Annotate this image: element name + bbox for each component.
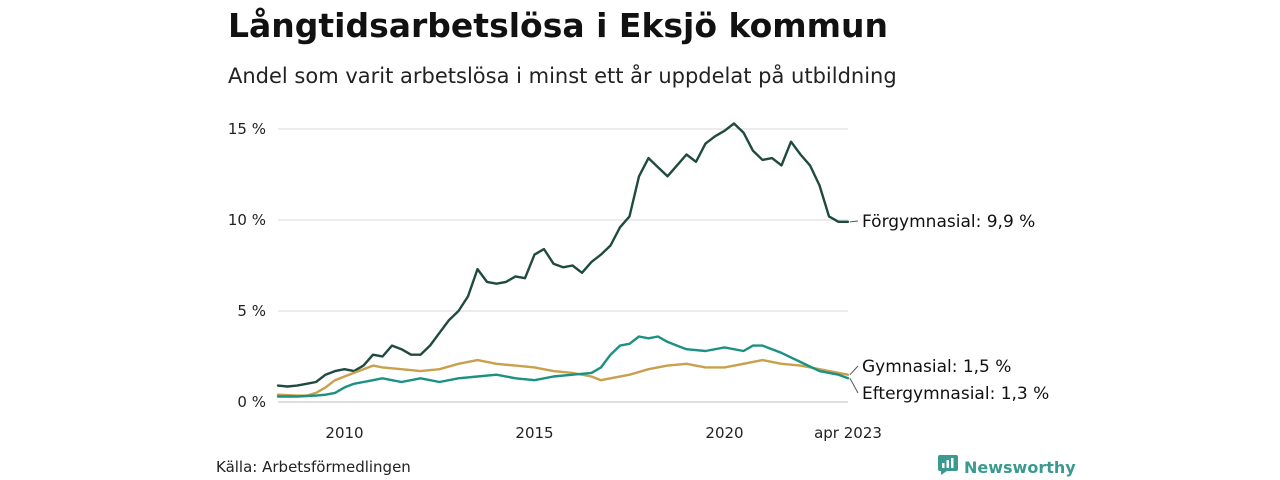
newsworthy-logo-icon <box>938 455 958 479</box>
series-lines <box>276 122 850 398</box>
x-tick-label: 2015 <box>515 424 553 442</box>
series-line-eftergymnasial <box>276 335 850 398</box>
gridlines <box>278 128 848 403</box>
label-leader-line <box>849 220 859 223</box>
series-end-label: Eftergymnasial: 1,3 % <box>862 384 1049 404</box>
series-end-label: Gymnasial: 1,5 % <box>862 357 1011 377</box>
y-tick-label: 10 % <box>228 211 266 229</box>
chart-title: Långtidsarbetslösa i Eksjö kommun <box>228 6 888 45</box>
label-leader-line <box>849 365 859 376</box>
x-axis-ticks: 2010 2015 2020 apr 2023 <box>325 424 882 442</box>
x-tick-label: apr 2023 <box>814 424 882 442</box>
chart-subtitle: Andel som varit arbetslösa i minst ett å… <box>228 64 897 88</box>
series-end-labels: Förgymnasial: 9,9 % Gymnasial: 1,5 % Efter… <box>849 212 1049 404</box>
y-tick-label: 15 % <box>228 120 266 138</box>
brand-name: Newsworthy <box>964 457 1076 477</box>
brand-logo: Newsworthy <box>938 455 1076 479</box>
source-note: Källa: Arbetsförmedlingen <box>216 458 411 476</box>
y-tick-label: 5 % <box>237 302 266 320</box>
series-end-label: Förgymnasial: 9,9 % <box>862 212 1035 232</box>
series-line-förgymnasial <box>276 122 850 388</box>
series-line-gymnasial <box>276 358 850 397</box>
x-tick-label: 2010 <box>325 424 363 442</box>
y-axis-ticks: 0 % 5 % 10 % 15 % <box>228 120 266 411</box>
x-tick-label: 2020 <box>705 424 743 442</box>
y-tick-label: 0 % <box>237 393 266 411</box>
label-leader-line <box>849 378 859 394</box>
